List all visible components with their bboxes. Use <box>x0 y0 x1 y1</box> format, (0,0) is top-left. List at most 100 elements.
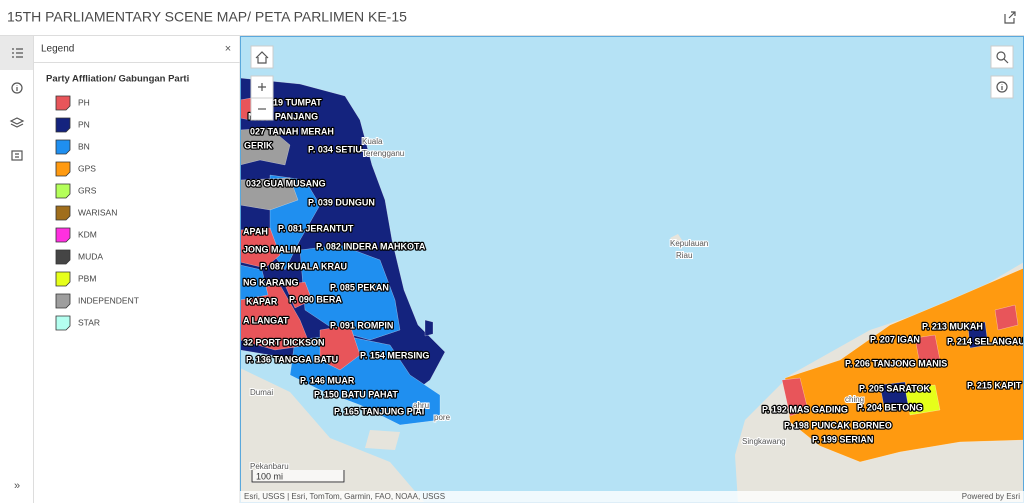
constituency-label: P. 034 SETIU <box>308 144 362 154</box>
constituency-label: P. 199 SERIAN <box>812 434 873 444</box>
zoom-in[interactable] <box>250 75 274 99</box>
info-button[interactable] <box>990 75 1014 99</box>
constituency-label: P. 213 MUKAH <box>922 321 983 331</box>
legend-label: PN <box>78 119 90 129</box>
layers-tab[interactable] <box>9 117 25 128</box>
place-label: Pekanbaru <box>250 462 289 471</box>
constituency-label: 32 PORT DICKSON <box>243 337 325 347</box>
constituency <box>784 267 1024 463</box>
constituency-label: P. 039 DUNGUN <box>308 197 375 207</box>
constituency-label: P. 198 PUNCAK BORNEO <box>784 420 892 430</box>
place-label: Terengganu <box>362 149 404 158</box>
constituency <box>319 324 361 371</box>
constituency-label: P. 136 TANGGA BATU <box>246 354 338 364</box>
app-title: 15TH PARLIAMENTARY SCENE MAP/ PETA PARLI… <box>7 9 407 25</box>
place-label: ahru <box>413 401 429 410</box>
attribution: Esri, USGS | Esri, TomTom, Garmin, FAO, … <box>244 492 445 501</box>
constituency-label: P. 081 JERANTUT <box>278 223 354 233</box>
constituency <box>914 334 941 366</box>
legend-swatch <box>55 315 71 331</box>
constituency <box>781 377 809 417</box>
legend-swatch <box>55 249 71 265</box>
constituency-label: 019 TUMPAT <box>268 97 322 107</box>
legend-swatch <box>55 95 71 111</box>
scale-bar-bg <box>251 470 345 483</box>
place-label: Kepulauan <box>670 239 708 248</box>
place-label: pore <box>434 413 451 422</box>
place-label: Kuala <box>362 137 383 146</box>
legend-icon <box>12 48 23 58</box>
bookmarks-tab[interactable] <box>11 150 23 161</box>
place-label: Riau <box>676 251 692 260</box>
attribution-bar <box>240 491 1024 503</box>
legend-panel <box>34 36 240 503</box>
legend-label: GRS <box>78 185 97 195</box>
info-tab[interactable] <box>11 82 23 94</box>
land-sumatra <box>240 368 425 503</box>
legend-swatch <box>55 293 71 309</box>
place-label: ching <box>845 395 864 404</box>
legend-label: PBM <box>78 273 96 283</box>
constituency <box>299 244 401 341</box>
constituency-label: GERIK <box>244 140 273 150</box>
constituency-label: P. 192 MAS GADING <box>762 404 848 414</box>
constituency <box>424 319 434 337</box>
constituency-label: NG KARANG <box>243 277 299 287</box>
scale-bar <box>251 470 345 483</box>
constituency <box>904 384 941 416</box>
legend-label: WARISAN <box>78 207 117 217</box>
land-anambas <box>670 234 682 244</box>
constituency-label: P. 206 TANJONG MANIS <box>845 358 947 368</box>
expand-button[interactable]: » <box>14 480 20 492</box>
zoom-out[interactable] <box>250 97 274 121</box>
constituency-label: P. 205 SARATOK <box>859 383 931 393</box>
constituency-label: P. 150 BATU PAHAT <box>314 389 398 399</box>
legend-label: MUDA <box>78 251 103 261</box>
land-islands <box>365 430 400 450</box>
home-button[interactable] <box>250 45 274 69</box>
legend-swatch <box>55 205 71 221</box>
constituency-label: P. 146 MUAR <box>300 375 355 385</box>
legend-swatch <box>55 161 71 177</box>
legend-title: Legend <box>41 44 74 55</box>
legend-swatch <box>55 139 71 155</box>
scale-label: 100 mi <box>256 471 283 481</box>
legend-close[interactable]: × <box>225 43 231 55</box>
legend-swatch <box>55 271 71 287</box>
constituency-label: APAH <box>243 226 268 236</box>
constituency-label: P. 091 ROMPIN <box>330 320 393 330</box>
constituency <box>240 264 269 301</box>
constituency-label: JONG MALIM <box>243 244 301 254</box>
constituency-label: P. 204 BETONG <box>857 402 923 412</box>
constituency-label: P. 082 INDERA MAHKOTA <box>316 241 426 251</box>
constituency-label: P. 215 KAPIT <box>967 380 1022 390</box>
share-button[interactable] <box>1004 11 1016 24</box>
constituency-label: P. 214 SELANGAU <box>947 336 1024 346</box>
constituency <box>967 321 989 349</box>
constituency <box>240 227 281 269</box>
constituency <box>240 177 299 211</box>
search-button[interactable] <box>990 45 1014 69</box>
constituency-label: P. 207 IGAN <box>870 334 920 344</box>
constituency-label: P. 085 PEKAN <box>330 282 389 292</box>
constituency-label: A LANGAT <box>243 315 289 325</box>
legend-label: BN <box>78 141 90 151</box>
legend-label: KDM <box>78 229 97 239</box>
side-rail <box>0 36 33 503</box>
place-label: Dumai <box>250 388 273 397</box>
place-label: Singkawang <box>742 437 786 446</box>
legend-swatch <box>55 117 71 133</box>
legend-swatch <box>55 227 71 243</box>
constituency-label: 032 GUA MUSANG <box>246 178 326 188</box>
constituency-label: P. 165 TANJUNG PIAI <box>334 406 424 416</box>
legend-label: GPS <box>78 163 96 173</box>
header <box>0 0 1024 35</box>
constituency <box>994 304 1019 331</box>
constituency-label: P. 090 BERA <box>289 294 342 304</box>
constituency <box>284 281 313 309</box>
constituency-label: KAPAR <box>246 296 278 306</box>
legend-swatch <box>55 183 71 199</box>
